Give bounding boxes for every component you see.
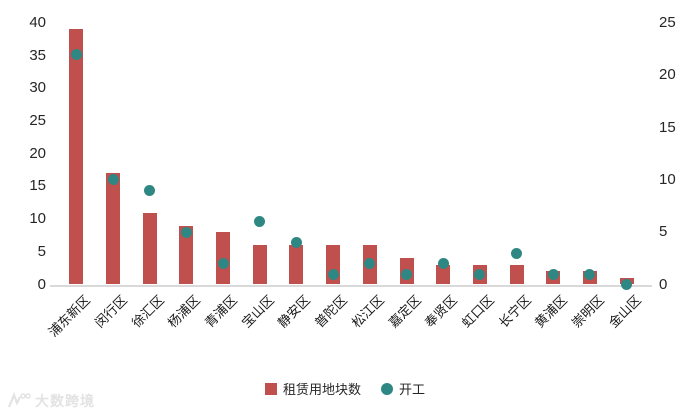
legend-dot-label: 开工	[399, 382, 426, 397]
dot-marker	[107, 174, 119, 186]
x-axis-label: 闵行区	[91, 292, 130, 331]
dot-marker	[290, 237, 302, 249]
legend: 租赁用地块数 开工	[264, 379, 426, 398]
x-axis-label: 徐汇区	[128, 292, 167, 331]
x-axis-label: 崇明区	[568, 292, 607, 331]
right-axis-tick: 15	[659, 118, 676, 136]
bar	[106, 173, 121, 285]
dot-marker	[511, 247, 523, 259]
left-axis-tick: 15	[29, 177, 46, 195]
bar	[252, 245, 267, 285]
dot-marker	[364, 258, 376, 270]
bar	[509, 264, 524, 285]
left-axis-tick: 10	[29, 210, 46, 228]
left-axis-tick: 20	[29, 144, 46, 162]
left-axis-tick: 5	[37, 242, 46, 260]
x-axis-label: 虹口区	[458, 292, 497, 331]
x-axis-label: 金山区	[605, 292, 644, 331]
left-axis-tick: 25	[29, 112, 46, 129]
bar	[142, 212, 157, 285]
right-axis-tick: 5	[659, 223, 668, 241]
legend-bar-swatch	[264, 382, 277, 395]
dot-marker	[217, 258, 229, 270]
dot-marker	[621, 279, 633, 290]
dot-marker	[180, 226, 192, 238]
x-axis-label: 杨浦区	[165, 292, 204, 331]
left-axis-tick: 40	[29, 13, 46, 31]
x-axis-label: 普陀区	[311, 292, 351, 331]
dot-marker	[401, 268, 413, 280]
bar	[179, 225, 194, 285]
x-axis-label: 黄浦区	[531, 292, 571, 331]
dot-marker	[327, 268, 339, 280]
x-axis-line	[50, 284, 652, 287]
x-axis-label: 奉贤区	[421, 292, 461, 331]
left-axis-tick: 0	[37, 275, 46, 293]
dot-marker	[70, 48, 82, 60]
dot-marker	[144, 184, 156, 196]
x-axis-label: 静安区	[275, 292, 314, 331]
bar	[69, 29, 84, 285]
x-axis-label: 嘉定区	[385, 292, 424, 331]
x-axis-label: 浦东新区	[45, 292, 94, 340]
x-axis-label: 长宁区	[495, 292, 534, 331]
right-axis-tick: 0	[659, 275, 668, 293]
left-axis-tick: 35	[29, 46, 46, 64]
right-axis-tick: 25	[659, 13, 676, 31]
right-axis-tick: 10	[659, 170, 676, 188]
x-axis-label: 松江区	[348, 292, 387, 331]
left-axis-tick: 30	[29, 79, 46, 97]
watermark-logo-icon	[6, 392, 32, 410]
dot-marker	[254, 216, 266, 228]
dot-marker	[437, 258, 449, 270]
x-axis-label: 宝山区	[238, 292, 277, 331]
bar	[436, 264, 451, 285]
dot-marker	[584, 268, 596, 280]
watermark: 大数跨境	[6, 391, 95, 411]
x-axis-label: 青浦区	[201, 292, 240, 331]
right-axis-tick: 20	[659, 66, 676, 84]
watermark-text: 大数跨境	[35, 393, 95, 409]
dot-marker	[547, 268, 559, 280]
dot-marker	[474, 268, 486, 280]
legend-dot-swatch	[381, 382, 393, 395]
bar	[289, 245, 304, 285]
legend-bar-label: 租赁用地块数	[282, 382, 361, 397]
